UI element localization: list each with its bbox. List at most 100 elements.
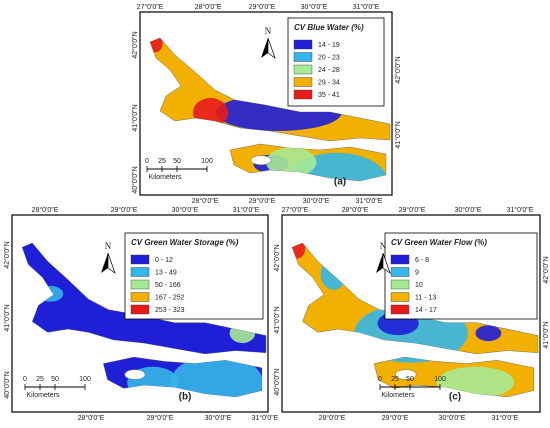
scale-label: 0: [145, 158, 149, 165]
lat-label: 42°0'0"N: [542, 256, 550, 283]
lon-label: 28°0'0"E: [32, 206, 59, 214]
region-patch: [475, 325, 502, 342]
legend-swatch: [390, 304, 410, 315]
lat-label: 41°0'0"N: [273, 306, 281, 333]
north-arrow: [382, 252, 391, 274]
lake: [124, 369, 146, 380]
lake: [395, 369, 417, 380]
lon-label: 30°0'0"E: [205, 414, 232, 422]
legend-swatch: [293, 52, 313, 62]
legend-label: 11 - 13: [415, 294, 436, 301]
lat-label: 42°0'0"N: [394, 56, 402, 83]
legend-swatch: [390, 279, 410, 290]
lon-label: 27°0'0"E: [282, 206, 309, 214]
north-label: N: [380, 241, 387, 251]
legend-swatch: [293, 89, 313, 100]
lake: [250, 155, 272, 166]
lon-label: 30°0'0"E: [301, 3, 328, 11]
legend-swatch: [130, 254, 150, 265]
legend-swatch: [390, 254, 410, 265]
legend-label: 50 - 166: [155, 282, 181, 289]
scale-label: 50: [51, 376, 59, 383]
legend-label: 24 - 28: [318, 67, 340, 74]
legend-title: CV Green Water Storage (%): [131, 238, 239, 247]
lon-label: 31°0'0"E: [233, 206, 260, 214]
lon-label: 30°0'0"E: [455, 206, 482, 214]
region: [21, 242, 267, 355]
scale-label: 50: [173, 158, 181, 165]
legend-label: 29 - 34: [318, 79, 340, 86]
panel-label: (b): [179, 392, 192, 403]
lon-label: 31°0'0"E: [492, 414, 519, 422]
lon-label: 31°0'0"E: [353, 3, 380, 11]
legend-box: [287, 17, 385, 107]
lon-label: 29°0'0"E: [147, 414, 174, 422]
scale-label: 100: [434, 376, 446, 383]
lon-label: 28°0'0"E: [195, 3, 222, 11]
legend-swatch: [130, 304, 150, 315]
lat-label: 41°0'0"N: [542, 321, 550, 348]
lon-label: 30°0'0"E: [172, 206, 199, 214]
lon-label: 29°0'0"E: [399, 206, 426, 214]
lat-label: 42°0'0"N: [131, 31, 139, 58]
legend-label: 14 - 19: [318, 42, 340, 49]
legend-label: 253 - 323: [155, 307, 185, 314]
lon-label: 28°0'0"E: [192, 197, 219, 205]
legend-label: 13 - 49: [155, 269, 177, 276]
scale-label: 100: [79, 376, 91, 383]
scale-label: 0: [23, 376, 27, 383]
map-panel: 27°0'0"E 28°0'0"E 29°0'0"E 30°0'0"E 31°0'0"E…: [273, 206, 550, 422]
lon-label: 31°0'0"E: [252, 414, 279, 422]
legend-label: 167 - 252: [155, 294, 185, 301]
legend-label: 10: [415, 282, 423, 289]
lat-label: 40°0'0"N: [3, 371, 11, 398]
map-panel: 27°0'0"E 28°0'0"E 29°0'0"E 30°0'0"E 31°0'0"E…: [131, 3, 402, 205]
lat-label: 41°0'0"N: [3, 304, 11, 331]
legend-label: 6 - 8: [415, 257, 429, 264]
scale-unit: Kilometers: [148, 174, 182, 181]
legend-label: 35 - 41: [318, 92, 340, 99]
lon-label: 28°0'0"E: [78, 414, 105, 422]
lat-label: 41°0'0"N: [394, 121, 402, 148]
region: [291, 242, 539, 355]
lon-label: 29°0'0"E: [249, 197, 276, 205]
legend-swatch: [293, 64, 313, 75]
lat-label: 41°0'0"N: [131, 104, 139, 131]
scale-label: 100: [201, 158, 213, 165]
scale-unit: Kilometers: [381, 392, 415, 399]
north-arrow: [107, 252, 116, 274]
legend-swatch: [390, 267, 410, 277]
north-arrow: [101, 253, 108, 273]
legend-swatch: [293, 77, 313, 87]
legend-swatch: [390, 292, 410, 302]
legend-title: CV Blue Water (%): [294, 23, 364, 32]
scale-label: 25: [36, 376, 44, 383]
lon-label: 31°0'0"E: [356, 197, 383, 205]
legend-title: CV Green Water Flow (%): [391, 238, 487, 247]
scale-label: 0: [378, 376, 382, 383]
legend-label: 9: [415, 269, 419, 276]
legend-label: 14 - 17: [415, 307, 437, 314]
lon-label: 29°0'0"E: [249, 3, 276, 11]
north-label: N: [265, 26, 272, 36]
region-patch: [266, 147, 317, 177]
north-arrow: [267, 37, 276, 59]
scale-label: 25: [158, 158, 166, 165]
legend-swatch: [130, 267, 150, 277]
panel-label: (a): [334, 177, 346, 188]
lon-label: 30°0'0"E: [439, 414, 466, 422]
north-label: N: [105, 241, 112, 251]
lat-label: 40°0'0"N: [273, 368, 281, 395]
map-panel: 28°0'0"E 29°0'0"E 30°0'0"E 31°0'0"E 28°0'0"E…: [3, 206, 279, 422]
legend-label: 0 - 12: [155, 257, 173, 264]
lon-label: 29°0'0"E: [111, 206, 138, 214]
north-arrow: [376, 253, 383, 273]
lat-label: 42°0'0"N: [3, 241, 11, 268]
lon-label: 27°0'0"E: [137, 3, 164, 11]
lat-label: 40°0'0"N: [131, 166, 139, 193]
panel-label: (c): [449, 392, 461, 403]
legend-box: [384, 232, 538, 320]
legend-label: 20 - 23: [318, 54, 340, 61]
legend-swatch: [130, 279, 150, 290]
